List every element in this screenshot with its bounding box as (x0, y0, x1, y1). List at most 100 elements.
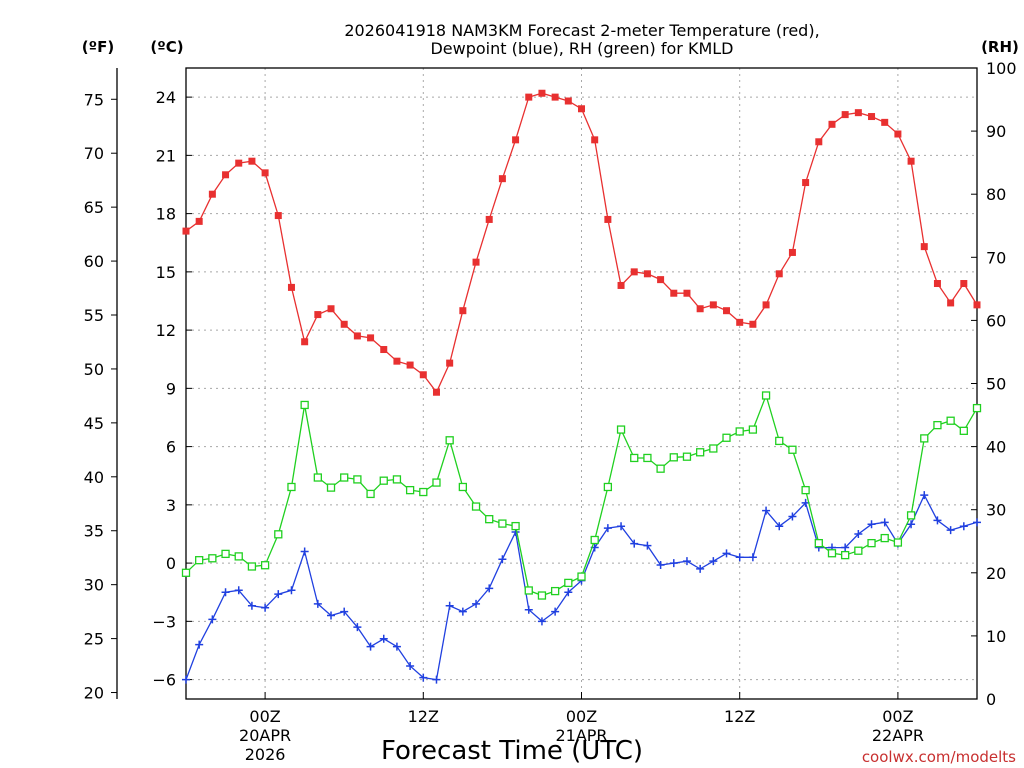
temperature-point (841, 111, 849, 119)
rh-point (841, 550, 850, 560)
fahrenheit-tick-label: 65 (84, 198, 104, 217)
dewpoint-point (221, 588, 230, 597)
dewpoint-point (234, 586, 243, 595)
fahrenheit-tick-label: 50 (84, 360, 104, 379)
temperature-point (274, 212, 282, 220)
dewpoint-point (748, 553, 757, 562)
fahrenheit-tick-label: 25 (84, 630, 104, 649)
rh-tick-label: 100 (986, 59, 1017, 78)
fahrenheit-tick-label: 70 (84, 144, 104, 163)
dewpoint-point (973, 518, 981, 527)
temperature-point (195, 217, 203, 225)
dewpoint-point (432, 675, 441, 684)
temperature-point (564, 97, 572, 105)
dewpoint-point (656, 561, 665, 570)
rh-point (234, 552, 243, 561)
rh-point (972, 403, 982, 413)
temperature-point (538, 89, 546, 97)
rh-point (946, 416, 955, 425)
temperature-point (208, 190, 216, 198)
rh-point (801, 485, 810, 495)
celsius-tick-label: 0 (166, 554, 176, 573)
rh-point (260, 561, 270, 570)
rh-point (880, 533, 889, 543)
rh-point (181, 568, 191, 577)
temperature-point (657, 276, 665, 284)
celsius-tick-label: 24 (156, 88, 176, 107)
dewpoint-point (551, 607, 560, 616)
dewpoint-point (643, 541, 652, 550)
dewpoint-point (445, 601, 454, 610)
rh-point (775, 436, 784, 446)
temperature-point (947, 299, 955, 307)
rh-unit-label: (RH) (981, 38, 1019, 56)
temperature-point (604, 215, 612, 223)
rh-tick-label: 20 (986, 564, 1006, 583)
dewpoint-point (182, 675, 190, 684)
rh-tick-label: 50 (986, 375, 1006, 394)
rh-point (867, 538, 876, 548)
dewpoint-point (907, 520, 916, 529)
chart-title-line1: 2026041918 NAM3KM Forecast 2-meter Tempe… (344, 21, 819, 40)
rh-point (603, 482, 613, 492)
temperature-point (828, 120, 836, 128)
rh-point (353, 475, 362, 484)
rh-point (630, 453, 639, 463)
dewpoint-point (208, 615, 217, 624)
rh-point (656, 464, 665, 473)
rh-point (379, 476, 388, 485)
chart-grid (186, 68, 977, 699)
rh-point (195, 556, 204, 565)
celsius-unit-label: (ºC) (150, 38, 183, 56)
chart-series (181, 89, 982, 684)
rh-point (788, 445, 797, 454)
dewpoint-point (327, 611, 336, 620)
dewpoint-point (722, 549, 731, 558)
temperature-point (393, 357, 401, 365)
dewpoint-point (498, 555, 507, 564)
celsius-tick-label: −6 (152, 671, 176, 690)
rh-point (616, 425, 626, 434)
rh-point (959, 426, 968, 435)
dewpoint-point (682, 557, 691, 566)
dewpoint-point (867, 520, 876, 529)
temperature-point (788, 248, 796, 256)
x-date-label: 20APR (239, 726, 291, 745)
temperature-point (551, 93, 559, 101)
temperature-point (960, 280, 968, 288)
rh-point (550, 586, 560, 596)
temperature-point (881, 118, 889, 126)
temperature-point (380, 346, 388, 354)
temperature-point (868, 113, 876, 121)
temperature-point (327, 305, 335, 313)
rh-point (814, 538, 823, 548)
dewpoint-point (841, 543, 850, 552)
dewpoint-point (880, 518, 889, 527)
celsius-tick-label: −3 (152, 612, 176, 631)
rh-point (274, 530, 283, 539)
chart-axes: −6 −3 0 3 6 9 12 15 18 21 24 20 25 30 35 40 45 50 55 60 65 70… (84, 59, 1017, 764)
dewpoint-point (537, 617, 546, 626)
dewpoint-point (617, 522, 626, 531)
rh-point (722, 433, 731, 442)
rh-point (748, 425, 758, 434)
temperature-point (261, 169, 269, 177)
celsius-tick-label: 6 (166, 438, 176, 457)
rh-point (340, 473, 349, 482)
dewpoint-point (247, 601, 256, 610)
rh-point (577, 572, 586, 581)
fahrenheit-unit-label: (ºF) (82, 38, 114, 56)
rh-point (445, 436, 454, 445)
celsius-tick-label: 12 (156, 321, 176, 340)
temperature-point (340, 320, 348, 328)
temperature-point (670, 289, 678, 297)
rh-point (326, 483, 336, 492)
x-tick-label: 00Z (249, 707, 280, 726)
dewpoint-point (261, 603, 270, 612)
dewpoint-point (406, 661, 415, 670)
temperature-point (815, 138, 823, 146)
x-axis-title: Forecast Time (UTC) (381, 736, 643, 766)
rh-point (313, 473, 322, 482)
dewpoint-point (933, 516, 942, 525)
